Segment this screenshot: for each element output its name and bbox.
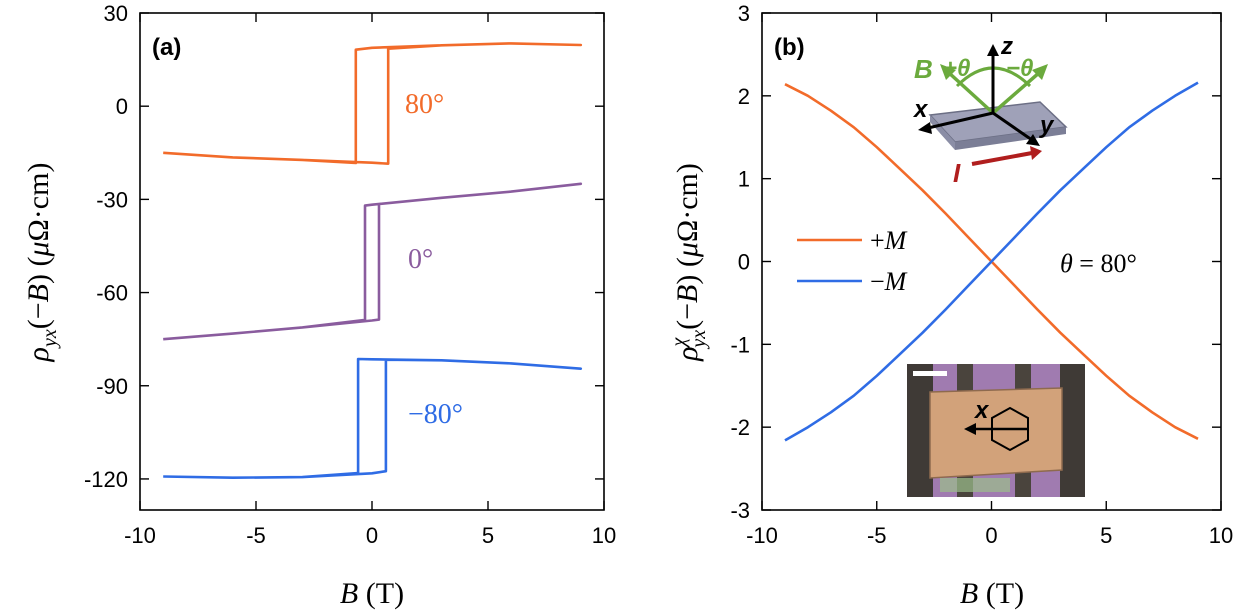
theta-annotation: θ = 80° [1060, 249, 1137, 278]
series-label-80: 80° [405, 89, 444, 120]
series-label-0: 0° [408, 244, 433, 275]
current-label: I [953, 158, 961, 188]
b-label: B [914, 54, 933, 84]
micro-flake [929, 387, 1063, 479]
current-arrowhead [1030, 146, 1042, 160]
x-tick-label: 5 [482, 523, 494, 548]
x-tick-label: -5 [867, 523, 887, 548]
inset-schematic: z x y B +θ −θ I [912, 33, 1068, 188]
x-tick-label: 10 [1209, 523, 1233, 548]
panel-b-axes-frame [761, 12, 1222, 511]
x-axis [927, 111, 994, 130]
y-tick-label: 3 [738, 1, 750, 26]
panel-a-ticks: -10 -5 0 5 10 30 0 -30 -60 -90 -120 [84, 1, 616, 548]
x-axis-arrowhead [918, 122, 932, 134]
z-label: z [1000, 33, 1013, 60]
series-line-b-1 [784, 81, 1199, 442]
current-arrow [971, 151, 1033, 166]
y-tick-label: -3 [730, 498, 750, 523]
micro-x-arrowhead [964, 423, 976, 435]
legend-label-minus-m: −M [870, 267, 908, 296]
y-tick-label: -120 [84, 467, 128, 492]
b-field-arrowhead-right [1032, 64, 1048, 80]
panel-a-curves [163, 42, 583, 480]
panel-b-ylabel: ρχyx(−B) (μΩ·cm) [668, 163, 710, 362]
panel-a-ylabel: ρyx(−B) (μΩ·cm) [22, 163, 61, 363]
y-axis-arrowhead [1026, 134, 1040, 146]
panel-a-axes-frame [139, 12, 605, 511]
y-tick-label: 0 [738, 250, 750, 275]
y-tick-label: -90 [96, 374, 128, 399]
b-field-arrow-right [991, 70, 1042, 115]
x-tick-label: -10 [124, 523, 156, 548]
panel-a-xlabel: B (T) [340, 577, 404, 610]
series-line-a-2 [163, 357, 583, 480]
sample-slab-side [955, 127, 1066, 150]
series-label-minus80: −80° [408, 399, 463, 430]
y-tick-label: 30 [104, 1, 128, 26]
y-tick-label: -2 [730, 415, 750, 440]
y-tick-label: -60 [96, 281, 128, 306]
y-tick-label: 1 [738, 167, 750, 192]
sample-slab-edge [930, 115, 955, 150]
x-tick-label: 0 [985, 523, 997, 548]
x-tick-label: 0 [366, 523, 378, 548]
micro-right-contact [1060, 364, 1085, 497]
panel-a-label: (a) [152, 34, 181, 61]
series-line-a-0 [163, 42, 583, 165]
panel-a: -10 -5 0 5 10 30 0 -30 -60 -90 -120 (a) 80° 0° −80… [22, 1, 616, 610]
micro-left-contact [907, 364, 933, 497]
x-tick-label: 5 [1100, 523, 1112, 548]
z-axis-arrowhead [987, 44, 999, 56]
plus-theta-label: +θ [943, 55, 970, 82]
x-tick-label: 10 [592, 523, 616, 548]
panel-b-xlabel: B (T) [960, 577, 1024, 610]
b-field-arrowhead-left [940, 64, 956, 80]
y-tick-label: -1 [730, 332, 750, 357]
panel-b-label: (b) [774, 34, 805, 61]
micro-top-lead-1 [957, 364, 973, 392]
legend-label-plus-m: +M [870, 226, 908, 255]
panel-b-legend: +M −M [797, 226, 908, 296]
minus-theta-label: −θ [1006, 55, 1033, 82]
x-label: x [912, 96, 929, 123]
y-tick-label: -30 [96, 187, 128, 212]
y-tick-label: 0 [116, 94, 128, 119]
hexagon-outline [991, 406, 1029, 452]
panel-b-curves [784, 81, 1199, 442]
x-tick-label: -10 [746, 523, 778, 548]
inset-microscope-image: x [907, 364, 1085, 497]
x-tick-label: -5 [246, 523, 266, 548]
b-field-arrow-left [946, 70, 995, 115]
micro-bottom-lead-2 [1015, 470, 1031, 497]
y-label: y [1039, 112, 1055, 139]
y-tick-label: 2 [738, 84, 750, 109]
scale-bar [913, 371, 947, 376]
micro-residue [940, 478, 1010, 492]
micro-top-lead-2 [1015, 364, 1031, 392]
series-line-a-1 [163, 182, 583, 341]
y-axis [992, 111, 1033, 142]
micro-x-label: x [973, 397, 990, 424]
